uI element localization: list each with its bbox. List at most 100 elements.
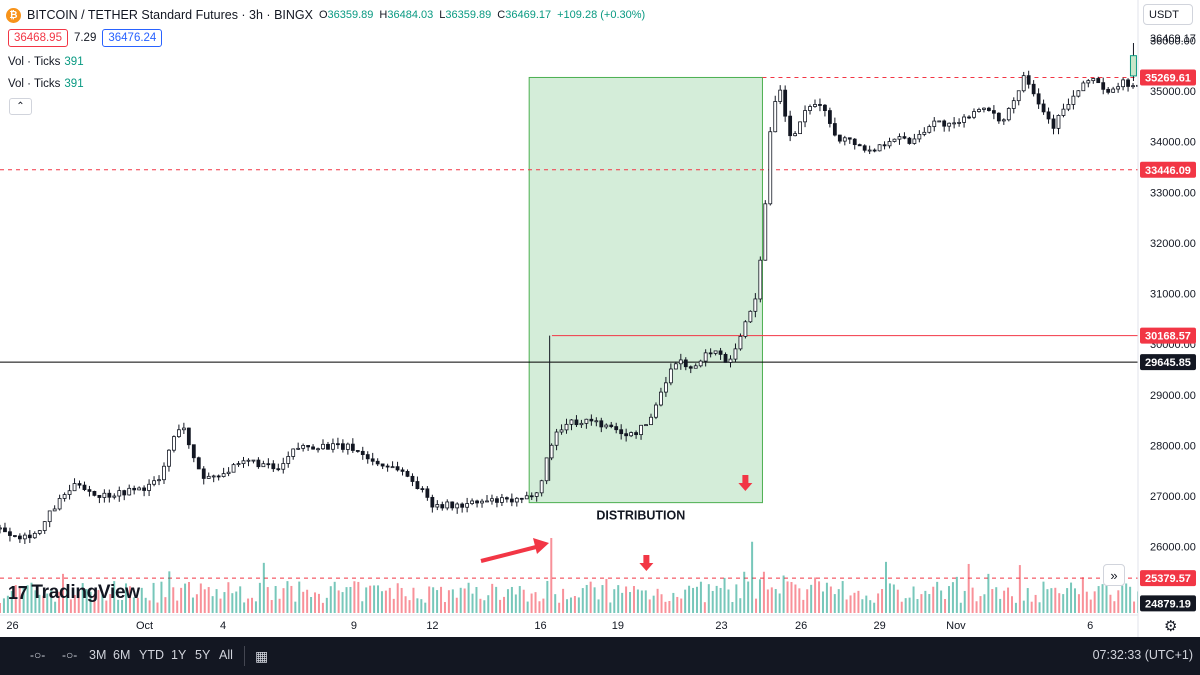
gear-icon[interactable]: ⚙	[1164, 618, 1178, 635]
volume-bar	[247, 598, 250, 613]
indicator-legend-2[interactable]: Vol · Ticks 391	[8, 78, 84, 90]
volume-bar	[723, 577, 726, 613]
range-5y[interactable]: 5Y	[195, 648, 211, 662]
volume-bar	[388, 587, 391, 613]
x-tick-label: 9	[351, 620, 357, 632]
volume-bar	[89, 591, 92, 613]
volume-bar	[688, 585, 691, 613]
candle-down	[624, 433, 629, 437]
volume-bar	[758, 579, 761, 613]
volume-bar	[975, 601, 978, 613]
range-all[interactable]: All	[219, 648, 233, 662]
sell-button[interactable]: 36468.95	[8, 29, 68, 47]
dash-icon[interactable]: -○-	[30, 648, 46, 662]
ohlc-readout: O36359.89 H36484.03 L36359.89 C36469.17 …	[319, 9, 645, 21]
candle-up	[564, 423, 569, 431]
volume-bar	[30, 582, 33, 613]
volume-bar	[487, 595, 490, 613]
volume-bar	[695, 586, 698, 613]
candle-down	[723, 353, 728, 363]
y-tick-label: 33000.00	[1150, 187, 1196, 199]
candle-up	[972, 111, 976, 118]
volume-bar	[944, 598, 947, 613]
candle-down	[1126, 79, 1130, 87]
price-chart[interactable]: DISTRIBUTION 26000.00 27000.00 28000.00 2900…	[0, 0, 1200, 637]
volume-bar	[1030, 601, 1033, 613]
candle-up	[748, 310, 753, 323]
scroll-to-realtime-button[interactable]: »	[1103, 564, 1125, 586]
collapse-legend-button[interactable]: ⌃	[9, 98, 32, 115]
volume-bar	[211, 596, 214, 613]
candle-up	[803, 110, 807, 123]
candle-down	[683, 359, 688, 368]
volume-bar	[959, 602, 962, 613]
dash-icon[interactable]: -○-	[62, 648, 78, 662]
candle-down	[718, 350, 723, 355]
volume-bar	[345, 587, 348, 613]
candle-down	[450, 501, 455, 509]
candle-up	[534, 492, 539, 497]
volume-bar	[609, 602, 612, 613]
volume-bar	[1014, 602, 1017, 613]
volume-bar	[168, 571, 171, 613]
candle-down	[991, 110, 996, 114]
candle-up	[261, 463, 266, 468]
volume-bar	[440, 586, 443, 613]
candle-down	[619, 429, 624, 435]
currency-selector[interactable]: USDT	[1143, 4, 1193, 25]
range-6m[interactable]: 6M	[113, 648, 131, 662]
range-3m[interactable]: 3M	[89, 648, 107, 662]
tradingview-logo[interactable]: 17 TradingView	[8, 582, 140, 604]
volume-bar	[491, 583, 494, 613]
range-ytd[interactable]: YTD	[139, 648, 164, 662]
candle-down	[967, 116, 971, 119]
volume-bar	[10, 591, 13, 613]
candle-down	[1096, 78, 1101, 84]
volume-bar	[936, 581, 939, 613]
candle-down	[827, 110, 832, 124]
candle-down	[519, 497, 524, 500]
volume-bar	[640, 590, 643, 613]
indicator-legend-1[interactable]: Vol · Ticks 391	[8, 56, 84, 68]
tradingview-logo-icon: 17	[8, 582, 28, 603]
candle-down	[400, 469, 405, 472]
candle-up	[286, 456, 291, 464]
candle-down	[380, 463, 385, 467]
volume-bar	[144, 597, 147, 613]
candle-down	[495, 498, 499, 503]
volume-bar	[117, 599, 120, 613]
calendar-icon[interactable]: ▦	[255, 648, 269, 664]
candle-up	[435, 504, 440, 508]
range-1y[interactable]: 1Y	[171, 648, 187, 662]
volume-bar	[1117, 590, 1120, 613]
down-arrow-icon	[639, 563, 654, 571]
candle-up	[127, 487, 132, 496]
symbol-title[interactable]: BITCOIN / TETHER Standard Futures · 3h ·…	[27, 8, 313, 22]
volume-bar	[6, 595, 9, 613]
volume-bar	[290, 585, 293, 613]
low-value: 36359.89	[445, 9, 492, 21]
volume-bar	[526, 601, 529, 613]
clock[interactable]: 07:32:33 (UTC+1)	[1092, 648, 1193, 662]
volume-bar	[1081, 577, 1084, 613]
volume-bar	[50, 590, 53, 613]
candle-up	[937, 120, 942, 123]
volume-bar	[1018, 565, 1021, 613]
volume-bar	[207, 587, 210, 613]
candle-down	[1101, 82, 1106, 90]
volume-bar	[538, 601, 541, 613]
candle-up	[659, 391, 663, 406]
volume-bar	[341, 592, 344, 613]
volume-bar	[656, 588, 659, 613]
volume-bar	[774, 589, 777, 613]
volume-bar	[518, 586, 521, 613]
volume-bar	[506, 589, 509, 613]
candle-up	[296, 447, 301, 450]
volume-bar	[22, 587, 25, 613]
candle-down	[1026, 75, 1031, 85]
volume-bar	[254, 601, 257, 613]
buy-button[interactable]: 36476.24	[102, 29, 163, 47]
volume-bar	[857, 590, 860, 613]
candle-down	[311, 446, 315, 450]
volume-bar	[821, 591, 824, 613]
